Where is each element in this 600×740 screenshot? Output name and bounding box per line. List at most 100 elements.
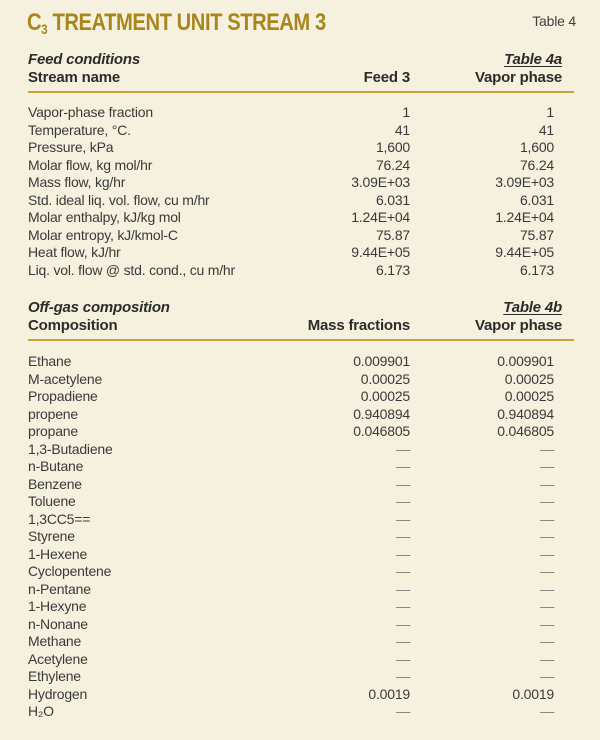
row-label: Pressure, kPa [28,139,114,155]
row-value-col1: 75.87 [375,226,410,243]
row-value-col1: — [396,528,410,544]
table-row: propene 0.940894 0.940894 [28,406,574,424]
offgas-column-headers: Composition Mass fractions Vapor phase [28,317,574,334]
feed-conditions-section: Feed conditions Table 4a Stream name Fee… [28,51,574,279]
column-header-mass-fractions: Mass fractions [307,317,410,334]
row-value-col1: 0.00025 [360,388,410,404]
table-row: Molar enthalpy, kJ/kg mol 1.24E+04 1.24E… [28,209,574,227]
row-value-col1: — [396,615,410,632]
table-row: Pressure, kPa 1,600 1,600 [28,139,574,157]
table-row: Vapor-phase fraction 1 1 [28,104,574,122]
row-value-col2: 76.24 [519,156,554,173]
row-value-col1: 0.00025 [360,370,410,387]
row-value-col1: — [396,598,410,614]
column-header-vapor-phase: Vapor phase [474,69,562,86]
row-value-col2: — [540,668,554,684]
table-row: propane 0.046805 0.046805 [28,423,574,441]
row-label: Benzene [28,475,82,492]
row-label: Mass flow, kg/hr [28,174,126,190]
row-value-col1: 9.44E+05 [351,244,410,260]
row-value-col1: — [396,493,410,509]
row-label: Styrene [28,528,75,544]
row-value-col1: — [396,703,410,719]
row-value-col2: 6.173 [519,261,554,278]
row-label: Molar enthalpy, kJ/kg mol [28,209,181,225]
row-label: Temperature, °C. [28,121,131,138]
column-header-feed3: Feed 3 [363,69,411,86]
row-label: Cyclopentene [28,563,112,579]
table-row: H₂O — — [28,703,574,721]
table-row: Std. ideal liq. vol. flow, cu m/hr 6.031… [28,192,574,210]
row-value-col2: 1.24E+04 [495,209,554,225]
table-row: Molar flow, kg mol/hr 76.24 76.24 [28,157,574,175]
title-rest: TREATMENT UNIT STREAM 3 [47,9,326,36]
row-label: Propadiene [28,388,98,404]
row-value-col2: 3.09E+03 [495,174,554,190]
table-row: Hydrogen 0.0019 0.0019 [28,686,574,704]
feed-table-ref: Table 4a [504,51,562,68]
table-row: Acetylene — — [28,651,574,669]
title-prefix: C [27,9,42,36]
row-value-col1: — [396,633,410,649]
row-value-col1: — [396,475,410,492]
row-label: Molar flow, kg mol/hr [28,156,153,173]
row-label: Heat flow, kJ/hr [28,244,121,260]
table-row: Mass flow, kg/hr 3.09E+03 3.09E+03 [28,174,574,192]
row-label: n-Butane [28,458,84,474]
table-row: Temperature, °C. 41 41 [28,122,574,140]
table-row: n-Butane — — [28,458,574,476]
row-label: 1,3-Butadiene [28,440,113,457]
row-value-col2: 0.940894 [497,405,554,422]
row-label: n-Nonane [28,615,88,632]
offgas-composition-section: Off-gas composition Table 4b Composition… [28,299,574,721]
row-label: Liq. vol. flow @ std. cond., cu m/hr [28,261,235,278]
row-value-col2: 0.0019 [512,685,554,702]
row-value-col2: — [540,528,554,544]
table-row: n-Nonane — — [28,616,574,634]
row-value-col1: — [396,580,410,597]
table-row: Propadiene 0.00025 0.00025 [28,388,574,406]
row-label: propane [28,423,78,439]
table-sheet: Feed conditions Table 4a Stream name Fee… [0,51,600,721]
row-value-col2: 41 [538,121,554,138]
masthead: C3 TREATMENT UNIT STREAM 3 Table 4 [0,0,600,38]
row-value-col2: — [540,580,554,597]
row-value-col2: 6.031 [519,191,554,208]
row-label: 1,3CC5== [28,510,91,527]
row-value-col1: 0.940894 [353,405,410,422]
row-label: Hydrogen [28,685,88,702]
table-row: Cyclopentene — — [28,563,574,581]
column-header-stream-name: Stream name [28,69,121,86]
row-label: Molar entropy, kJ/kmol-C [28,226,178,243]
row-value-col1: — [396,545,410,562]
table-number-label: Table 4 [532,13,576,29]
row-label: Std. ideal liq. vol. flow, cu m/hr [28,191,210,208]
table-row: Heat flow, kJ/hr 9.44E+05 9.44E+05 [28,244,574,262]
row-value-col1: 3.09E+03 [351,174,410,190]
row-label: 1-Hexene [28,545,88,562]
table-row: Benzene — — [28,476,574,494]
row-label: Methane [28,633,82,649]
table-row: Ethylene — — [28,668,574,686]
row-label: M-acetylene [28,370,103,387]
row-value-col1: 0.0019 [368,685,410,702]
row-value-col1: — [396,510,410,527]
table-row: 1-Hexene — — [28,546,574,564]
row-value-col1: 0.009901 [353,353,410,369]
page-title: C3 TREATMENT UNIT STREAM 3 [27,9,326,37]
row-label: propene [28,405,78,422]
table-row: 1,3-Butadiene — — [28,441,574,459]
feed-section-title: Feed conditions [28,51,141,68]
row-value-col2: 75.87 [519,226,554,243]
row-value-col2: — [540,563,554,579]
table-row: 1,3CC5== — — [28,511,574,529]
table-row: Styrene — — [28,528,574,546]
row-value-col2: 1 [546,104,554,120]
row-value-col1: 1.24E+04 [351,209,410,225]
row-value-col2: — [540,458,554,474]
feed-column-headers: Stream name Feed 3 Vapor phase [28,69,574,86]
row-value-col1: — [396,458,410,474]
row-value-col2: 0.00025 [504,388,554,404]
row-value-col2: — [540,510,554,527]
offgas-rows: Ethane 0.009901 0.009901 M-acetylene 0.0… [28,353,574,721]
